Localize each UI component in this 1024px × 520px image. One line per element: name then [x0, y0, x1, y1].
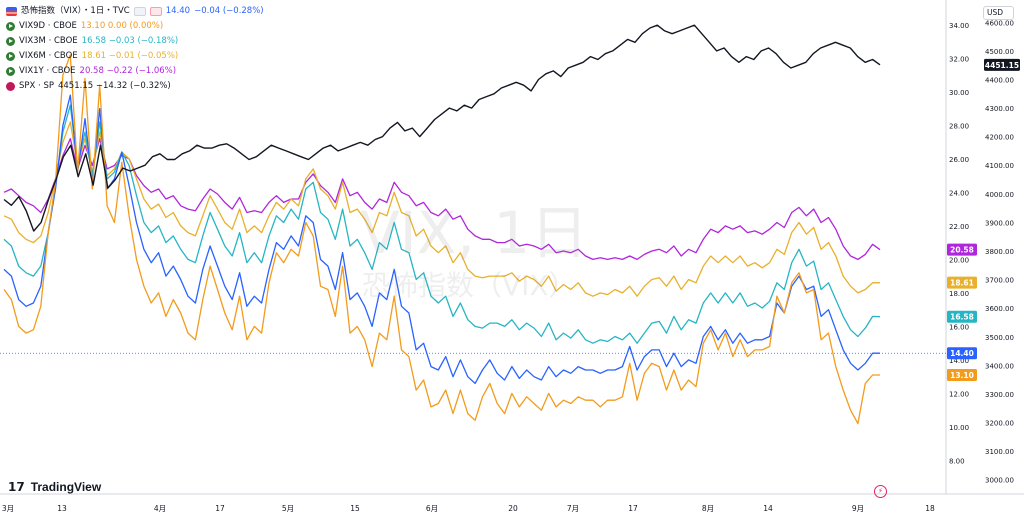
- time-axis-label: 18: [925, 504, 935, 513]
- spx-axis-label: 3900.00: [985, 219, 1014, 227]
- tradingview-mark-icon: 𝟭𝟳: [8, 480, 25, 494]
- play-icon: [6, 22, 15, 31]
- main-symbol-change: −0.04 (−0.28%): [194, 6, 264, 16]
- legend-row-vix1y[interactable]: VIX1Y · CBOE 20.58 −0.22 (−1.06%): [6, 64, 268, 79]
- legend-row-spx[interactable]: SPX · SP 4451.15 −14.32 (−0.32%): [6, 79, 268, 94]
- last-value-label: 13.10: [950, 371, 974, 380]
- series-line-vix6m: [3, 121, 881, 297]
- spx-axis-label: 4300.00: [985, 105, 1014, 113]
- legend-row-vix6m[interactable]: VIX6M · CBOE 18.61 −0.01 (−0.05%): [6, 49, 268, 64]
- vix-axis-label: 22.00: [949, 223, 969, 231]
- last-value-label: 16.58: [950, 313, 974, 322]
- legend-name: SPX · SP: [19, 81, 54, 91]
- vix-axis-label: 32.00: [949, 55, 969, 63]
- time-axis-label: 14: [763, 504, 773, 513]
- legend-name: VIX3M · CBOE: [19, 36, 78, 46]
- series-line-vix1y: [3, 138, 881, 261]
- time-axis-label: 3月: [2, 504, 14, 513]
- spx-axis-label: 3300.00: [985, 391, 1014, 399]
- last-value-badge: [984, 58, 1020, 71]
- vix-axis-label: 20.00: [949, 256, 969, 264]
- spx-axis-label: 4000.00: [985, 191, 1014, 199]
- legend-values: 20.58 −0.22 (−1.06%): [79, 66, 177, 76]
- spx-axis-label: 4400.00: [985, 76, 1014, 84]
- vix-axis-label: 12.00: [949, 390, 969, 398]
- last-value-label: 14.40: [950, 349, 974, 358]
- legend-name: VIX9D · CBOE: [19, 21, 77, 31]
- spx-axis-label: 4600.00: [985, 19, 1014, 27]
- last-value-badge: [947, 310, 977, 323]
- time-axis-label: 20: [508, 504, 518, 513]
- spx-logo-icon: [6, 82, 15, 91]
- main-symbol-title[interactable]: 恐怖指数（VIX）・1日・TVC: [21, 6, 130, 16]
- spx-axis-label: 4100.00: [985, 162, 1014, 170]
- vix-axis-label: 24.00: [949, 189, 969, 197]
- time-axis-label: 17: [628, 504, 638, 513]
- legend-values: 16.58 −0.03 (−0.18%): [81, 36, 179, 46]
- tradingview-logo[interactable]: 𝟭𝟳 TradingView: [8, 480, 101, 494]
- time-axis-label: 8月: [702, 504, 714, 513]
- last-value-badge: [947, 369, 977, 382]
- spx-axis-label: 3200.00: [985, 420, 1014, 428]
- spx-axis-label: 4500.00: [985, 48, 1014, 56]
- time-axis-label: 9月: [852, 504, 864, 513]
- legend: 恐怖指数（VIX）・1日・TVC 14.40 −0.04 (−0.28%) VI…: [6, 4, 268, 94]
- last-value-label: 18.61: [950, 279, 974, 288]
- time-axis-label: 7月: [567, 504, 579, 513]
- us-flag-icon: [6, 7, 17, 16]
- main-symbol-price: 14.40: [165, 6, 191, 16]
- time-axis-label: 6月: [426, 504, 438, 513]
- legend-name: VIX6M · CBOE: [19, 51, 78, 61]
- play-icon: [6, 52, 15, 61]
- last-value-badge: [947, 276, 977, 289]
- hide-icon[interactable]: [133, 7, 146, 16]
- spx-axis-label: 4200.00: [985, 134, 1014, 142]
- spx-axis-label: 3700.00: [985, 277, 1014, 285]
- time-axis-label: 17: [215, 504, 225, 513]
- last-value-badge: [947, 243, 977, 256]
- series-line-vix9d: [3, 54, 880, 425]
- spx-axis-label: 3800.00: [985, 248, 1014, 256]
- flash-icon[interactable]: ⚡: [874, 485, 887, 498]
- last-value-label: 4451.15: [985, 61, 1019, 70]
- time-axis-label: 5月: [282, 504, 294, 513]
- legend-name: VIX1Y · CBOE: [19, 66, 76, 76]
- vix-axis-label: 18.00: [949, 290, 969, 298]
- legend-row-vix9d[interactable]: VIX9D · CBOE 13.10 0.00 (0.00%): [6, 19, 268, 34]
- vix-axis-label: 30.00: [949, 89, 969, 97]
- legend-main-row[interactable]: 恐怖指数（VIX）・1日・TVC 14.40 −0.04 (−0.28%): [6, 4, 268, 19]
- spx-axis-label: 3000.00: [985, 477, 1014, 485]
- vix-axis-label: 10.00: [949, 424, 969, 432]
- time-axis-label: 13: [57, 504, 67, 513]
- vix-axis-label: 8.00: [949, 457, 965, 465]
- spx-axis-label: 3600.00: [985, 305, 1014, 313]
- legend-values: 18.61 −0.01 (−0.05%): [81, 51, 179, 61]
- play-icon: [6, 37, 15, 46]
- vix-axis-label: 28.00: [949, 122, 969, 130]
- vix-axis-label: 14.00: [949, 357, 969, 365]
- vix-axis-label: 34.00: [949, 22, 969, 30]
- time-axis-label: 4月: [154, 504, 166, 513]
- legend-values: 4451.15 −14.32 (−0.32%): [57, 81, 171, 91]
- vix-axis-label: 26.00: [949, 156, 969, 164]
- play-icon: [6, 67, 15, 76]
- legend-row-vix3m[interactable]: VIX3M · CBOE 16.58 −0.03 (−0.18%): [6, 34, 268, 49]
- spx-axis-label: 3100.00: [985, 448, 1014, 456]
- settings-icon[interactable]: [149, 7, 162, 16]
- series-line-spx: [3, 24, 881, 232]
- spx-axis-label: 3400.00: [985, 362, 1014, 370]
- currency-selector[interactable]: USD: [983, 6, 1014, 20]
- last-value-badge: [947, 347, 977, 360]
- tradingview-wordmark: TradingView: [30, 480, 102, 494]
- series-line-vix3m: [3, 104, 881, 344]
- time-axis-label: 15: [350, 504, 360, 513]
- series-line-vix: [3, 94, 880, 385]
- vix-axis-label: 16.00: [949, 323, 969, 331]
- legend-values: 13.10 0.00 (0.00%): [80, 21, 164, 31]
- last-value-label: 20.58: [950, 246, 974, 255]
- spx-axis-label: 3500.00: [985, 334, 1014, 342]
